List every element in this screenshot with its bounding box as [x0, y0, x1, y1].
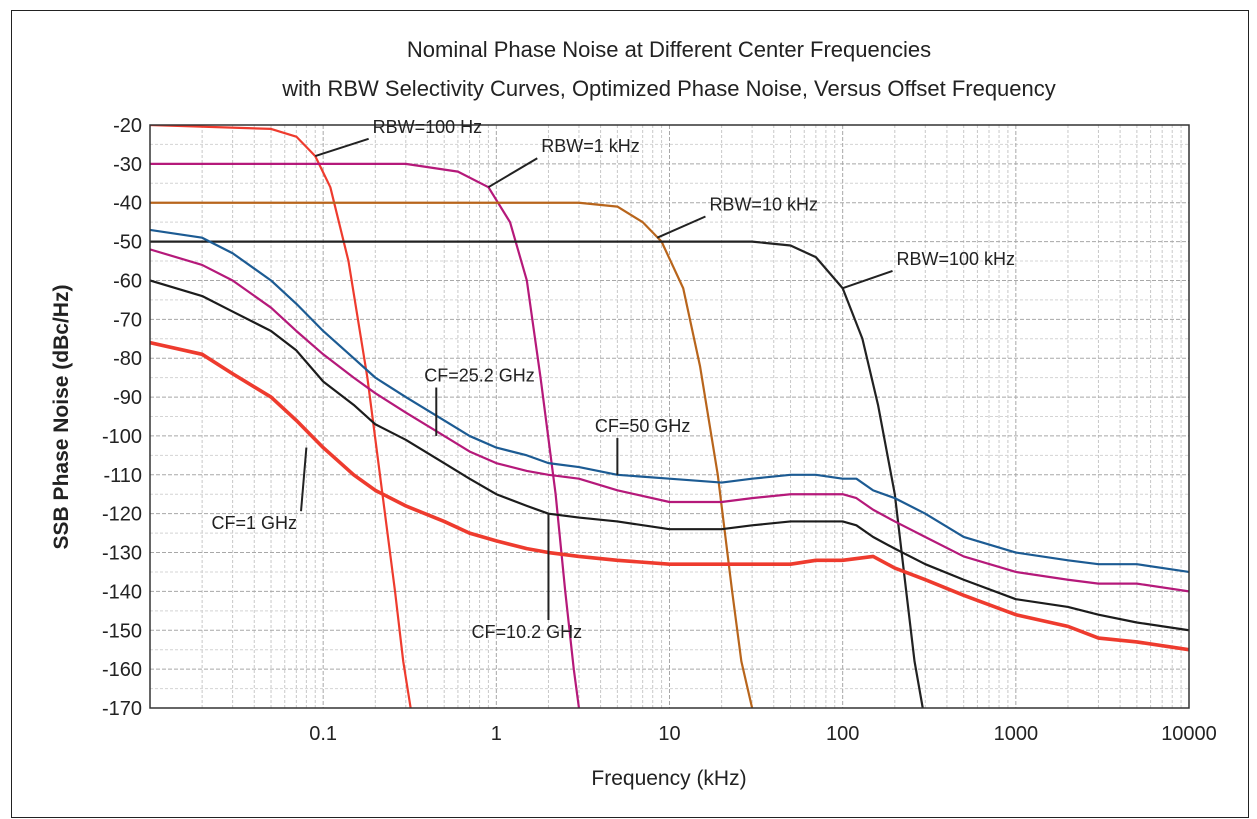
annotation-label: CF=1 GHz: [211, 513, 297, 533]
chart-title: Nominal Phase Noise at Different Center …: [407, 37, 931, 62]
y-tick-label: -120: [102, 504, 142, 526]
y-tick-label: -130: [102, 543, 142, 565]
series-line-5: [150, 248, 1189, 593]
series-line-0: [150, 125, 412, 708]
annotation-layer: RBW=100 Hz RBW=1 kHz RBW=10 kHz RBW=100 kHz…: [211, 117, 1015, 642]
annotation-leader: [300, 447, 308, 512]
series-layer: [150, 125, 1189, 708]
annotation-leader: [487, 157, 538, 189]
y-tick-labels: -20 -30 -40 -50 -60 -70 -80 -90 -100 -110 -120 -130…: [102, 115, 142, 720]
series-line-3: [150, 240, 924, 708]
y-tick-label: -150: [102, 620, 142, 642]
y-axis-label: SSB Phase Noise (dBc/Hz): [50, 285, 73, 550]
x-tick-label: 0.1: [309, 723, 337, 745]
annotation-leader: [314, 137, 369, 158]
y-tick-label: -90: [113, 387, 142, 409]
annotation-label: CF=10.2 GHz: [472, 622, 583, 642]
y-tick-label: -80: [113, 348, 142, 370]
y-tick-label: -100: [102, 426, 142, 448]
annotation-label: RBW=100 Hz: [373, 117, 483, 137]
annotation-label: RBW=100 kHz: [897, 249, 1016, 269]
chart-subtitle: with RBW Selectivity Curves, Optimized P…: [281, 76, 1056, 101]
y-tick-label: -40: [113, 193, 142, 215]
annotation-label: RBW=1 kHz: [541, 136, 640, 156]
annotation-label: CF=50 GHz: [595, 416, 691, 436]
y-tick-label: -50: [113, 232, 142, 254]
y-tick-label: -20: [113, 115, 142, 137]
y-tick-label: -110: [103, 465, 142, 487]
y-tick-label: -30: [113, 154, 142, 176]
annotation-leader: [842, 269, 893, 290]
series-line-2: [150, 201, 754, 708]
y-tick-label: -160: [102, 659, 142, 681]
y-tick-label: -140: [102, 581, 142, 603]
y-tick-label: -170: [102, 698, 142, 720]
annotation-leader: [656, 215, 706, 239]
x-axis-label: Frequency (kHz): [591, 767, 746, 790]
x-tick-label: 1: [491, 723, 502, 745]
y-tick-label: -70: [113, 309, 142, 331]
series-line-6: [150, 279, 1189, 632]
annotation-label: RBW=10 kHz: [709, 195, 818, 215]
x-tick-label: 10000: [1161, 723, 1217, 745]
x-tick-label: 1000: [994, 723, 1039, 745]
y-tick-label: -60: [113, 270, 142, 292]
series-line-4: [150, 228, 1189, 574]
annotation-label: CF=25.2 GHz: [424, 366, 535, 386]
chart-frame: [11, 10, 1249, 818]
x-tick-labels: 0.1 1 10 100 1000 10000: [309, 723, 1217, 745]
series-line-1: [150, 162, 581, 708]
x-tick-label: 10: [658, 723, 680, 745]
series-line-7: [150, 340, 1189, 652]
plot-border: [149, 124, 1190, 709]
x-tick-label: 100: [826, 723, 859, 745]
